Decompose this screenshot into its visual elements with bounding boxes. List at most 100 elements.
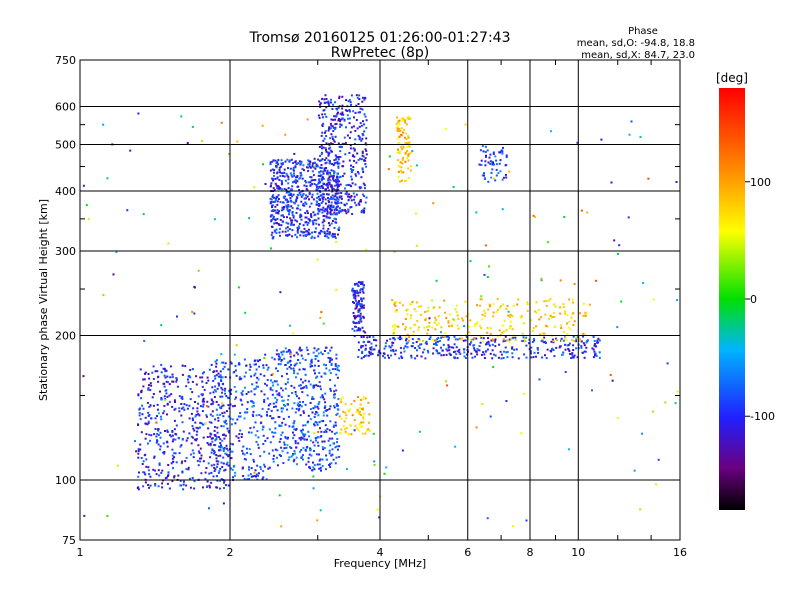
data-point xyxy=(278,210,280,213)
data-point xyxy=(334,178,337,181)
data-point xyxy=(470,338,473,341)
data-point xyxy=(409,303,412,306)
data-point xyxy=(210,481,213,484)
data-point xyxy=(278,187,281,189)
data-point xyxy=(530,319,533,322)
data-point xyxy=(191,419,194,422)
data-point xyxy=(324,401,327,404)
data-point xyxy=(354,129,357,132)
data-point xyxy=(269,386,272,389)
data-point xyxy=(349,131,352,134)
data-point xyxy=(334,154,337,157)
data-point xyxy=(435,349,438,352)
data-point xyxy=(553,325,556,328)
data-point xyxy=(330,201,333,204)
data-point xyxy=(228,389,231,392)
data-point xyxy=(215,457,218,460)
data-point xyxy=(275,405,277,408)
data-point xyxy=(203,371,205,374)
data-point xyxy=(365,126,368,129)
data-point xyxy=(223,389,226,392)
data-point xyxy=(313,464,316,467)
data-point xyxy=(571,353,573,356)
data-point xyxy=(259,373,262,376)
data-point xyxy=(415,164,418,167)
data-point xyxy=(483,174,485,177)
data-point xyxy=(307,228,310,231)
data-point xyxy=(213,370,216,373)
data-point xyxy=(426,325,429,328)
data-point xyxy=(357,327,360,330)
data-point xyxy=(214,439,217,442)
data-point xyxy=(573,283,576,285)
data-point xyxy=(276,203,279,206)
data-point xyxy=(383,472,386,475)
data-point xyxy=(338,97,341,100)
data-point xyxy=(340,197,343,200)
data-point xyxy=(155,441,158,444)
data-point xyxy=(352,320,355,323)
data-point xyxy=(333,396,335,399)
data-point xyxy=(321,151,323,154)
data-point xyxy=(331,125,334,128)
data-point xyxy=(435,341,438,344)
data-point xyxy=(350,403,353,406)
data-point xyxy=(506,304,509,307)
data-point xyxy=(314,437,317,440)
data-point xyxy=(176,385,179,388)
data-point xyxy=(293,364,296,367)
data-point xyxy=(317,235,320,238)
data-point xyxy=(302,203,305,205)
data-point xyxy=(295,176,297,179)
data-point xyxy=(345,427,348,430)
data-point xyxy=(361,100,364,103)
data-point xyxy=(215,475,218,478)
data-point xyxy=(330,169,333,172)
data-point xyxy=(292,193,295,196)
data-point xyxy=(296,228,299,231)
data-point xyxy=(483,353,486,356)
data-point xyxy=(284,436,287,439)
data-point xyxy=(572,311,575,314)
data-point xyxy=(417,339,420,342)
data-point xyxy=(287,415,290,418)
data-point xyxy=(399,336,402,338)
data-point xyxy=(281,399,284,402)
data-point xyxy=(338,95,341,98)
data-point xyxy=(505,339,508,342)
data-point xyxy=(217,471,220,474)
data-point xyxy=(350,168,352,170)
data-point xyxy=(501,208,504,211)
data-point xyxy=(222,368,225,370)
data-point xyxy=(316,405,319,408)
data-point xyxy=(275,456,278,459)
data-point xyxy=(278,224,281,226)
data-point xyxy=(357,172,360,175)
data-point xyxy=(322,187,324,190)
data-point xyxy=(323,214,326,217)
data-point xyxy=(435,339,437,342)
data-point xyxy=(238,433,241,436)
data-point xyxy=(306,210,309,212)
data-point xyxy=(586,339,589,342)
data-point xyxy=(255,385,258,388)
data-point xyxy=(284,133,287,136)
data-point xyxy=(389,346,392,349)
data-point xyxy=(190,435,193,438)
data-point xyxy=(652,410,654,413)
data-point xyxy=(493,177,495,180)
data-point xyxy=(523,392,526,395)
data-point xyxy=(319,458,322,461)
data-point xyxy=(255,414,258,417)
data-point xyxy=(310,216,313,219)
data-point xyxy=(212,379,215,382)
data-point xyxy=(360,210,363,213)
data-point xyxy=(416,354,419,357)
data-point xyxy=(335,155,338,158)
data-point xyxy=(174,401,176,403)
data-point xyxy=(171,448,174,451)
data-point xyxy=(426,349,429,352)
data-point xyxy=(168,394,171,397)
data-point xyxy=(329,444,332,447)
data-point xyxy=(330,196,333,199)
